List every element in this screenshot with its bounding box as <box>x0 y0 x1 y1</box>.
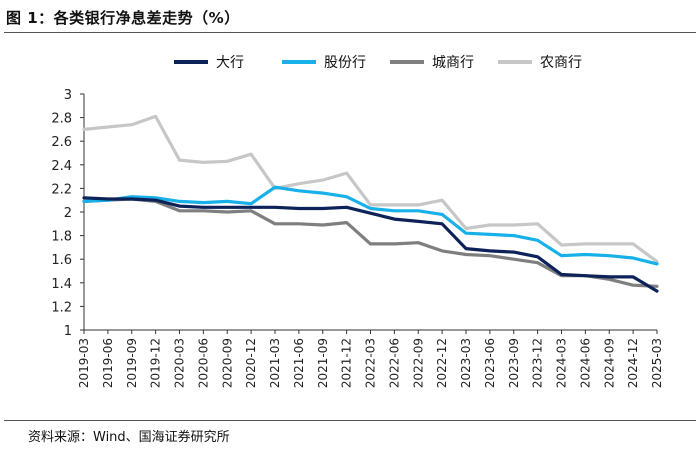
series-line <box>82 114 659 264</box>
x-tick-label: 2019-06 <box>101 338 115 388</box>
y-tick-label: 2.2 <box>51 182 72 197</box>
x-tick-label: 2020-06 <box>196 338 210 388</box>
net-interest-margin-chart: 大行 股份行 城商行 农商行 11.21.41.61.822.22.42.62.83 … <box>51 55 664 388</box>
x-tick-label: 2019-12 <box>149 338 163 388</box>
plot-lines <box>82 114 659 293</box>
x-tick-label: 2022-12 <box>435 338 449 388</box>
source-note: 资料来源：Wind、国海证券研究所 <box>28 430 230 445</box>
x-axis: 2019-03 2019-06 2019-09 2019-12 2020-03 2020-… <box>77 329 664 388</box>
x-tick-label: 2020-09 <box>220 338 234 388</box>
y-axis: 1 1.2 1.4 1.6 1.8 2 2.2 2.4 2.6 2.8 3 <box>51 88 85 339</box>
figure-title: 图 1：各类银行净息差走势（%） <box>6 9 240 27</box>
x-tick-label: 2021-12 <box>340 338 354 388</box>
title-divider <box>4 32 696 33</box>
legend-label: 城商行 <box>432 55 474 71</box>
x-tick-label: 2024-09 <box>602 338 616 388</box>
x-tick-label: 2022-03 <box>364 338 378 388</box>
x-tick-label: 2022-06 <box>387 338 401 388</box>
x-tick-label: 2019-03 <box>77 338 91 388</box>
x-tick-label: 2024-12 <box>626 338 640 388</box>
y-tick-label: 1.8 <box>51 230 72 245</box>
x-tick-label: 2023-09 <box>507 338 521 388</box>
y-tick-label: 2.6 <box>51 135 72 150</box>
source-divider <box>4 420 696 421</box>
x-tick-label: 2025-03 <box>650 338 664 388</box>
x-tick-label: 2021-09 <box>316 338 330 388</box>
x-tick-label: 2023-06 <box>483 338 497 388</box>
x-tick-label: 2020-03 <box>173 338 187 388</box>
y-tick-label: 2.8 <box>51 112 72 127</box>
x-tick-label: 2023-12 <box>531 338 545 388</box>
y-tick-label: 3 <box>64 88 72 103</box>
legend-label: 股份行 <box>324 55 366 71</box>
x-tick-label: 2024-06 <box>578 338 592 388</box>
y-tick-label: 1.2 <box>51 300 72 315</box>
x-tick-label: 2022-09 <box>411 338 425 388</box>
series-line <box>82 185 659 266</box>
x-tick-label: 2023-03 <box>459 338 473 388</box>
y-tick-label: 1.6 <box>51 253 72 268</box>
x-tick-label: 2021-03 <box>268 338 282 388</box>
chart-legend: 大行 股份行 城商行 农商行 <box>174 55 582 71</box>
y-tick-label: 2 <box>64 206 72 221</box>
legend-label: 农商行 <box>540 55 582 71</box>
y-tick-label: 1 <box>64 324 72 339</box>
legend-label: 大行 <box>216 55 244 71</box>
y-tick-label: 2.4 <box>51 159 72 174</box>
x-tick-label: 2020-12 <box>244 338 258 388</box>
y-tick-label: 1.4 <box>51 277 72 292</box>
series-line <box>82 196 659 293</box>
x-tick-label: 2024-03 <box>555 338 569 388</box>
x-tick-label: 2019-09 <box>125 338 139 388</box>
x-tick-label: 2021-06 <box>292 338 306 388</box>
